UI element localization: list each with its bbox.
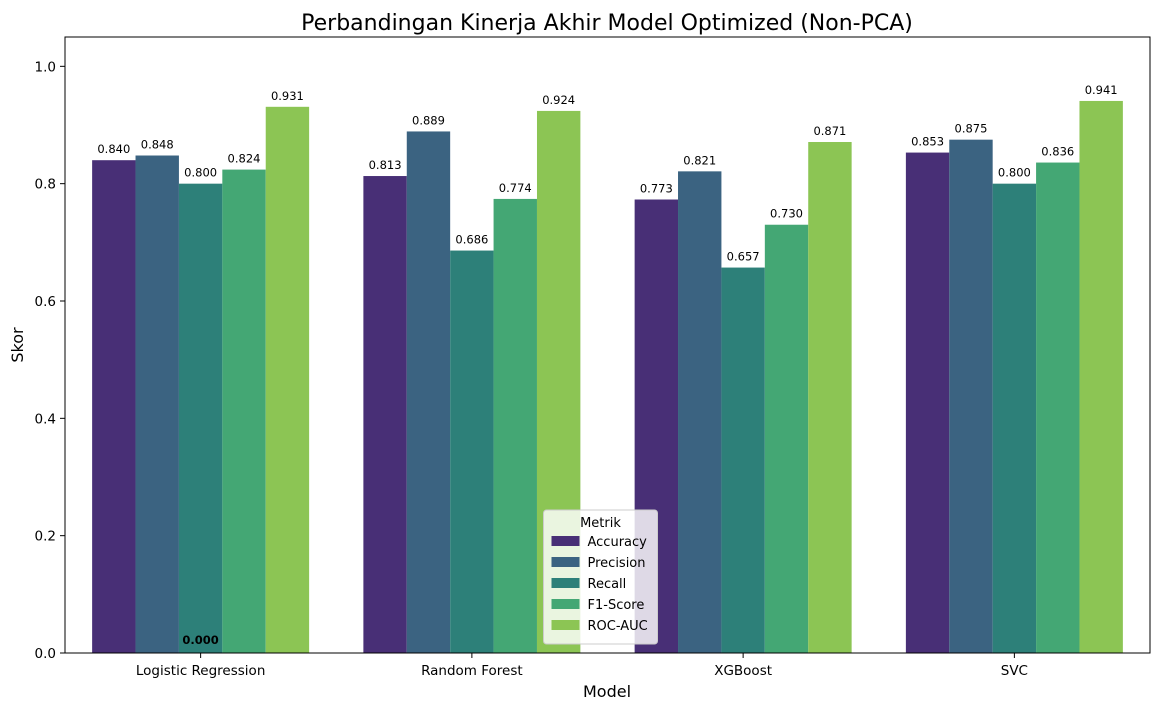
legend-item-label: F1-Score xyxy=(588,598,645,613)
data-label: 0.813 xyxy=(369,158,402,172)
axis-ticks: 0.0 0.2 0.4 0.6 0.8 1.0 Logistic Regression Ran… xyxy=(35,59,1028,679)
legend-item-label: Accuracy xyxy=(588,535,648,550)
bar-logistic-regression-precision xyxy=(135,155,179,653)
legend-swatch xyxy=(551,578,580,588)
data-label: 0.800 xyxy=(184,166,217,180)
bar-logistic-regression-roc-auc xyxy=(265,106,310,653)
x-tick-label: Random Forest xyxy=(421,663,523,679)
bar-labels: 0.840 0.848 0.800 0.824 0.931 0.813 0.889 0.686… xyxy=(97,83,1117,647)
bar-logistic-regression-recall xyxy=(178,183,223,654)
data-label: 0.824 xyxy=(228,152,261,166)
bar-xgboost-f1-score xyxy=(764,224,809,654)
data-label: 0.800 xyxy=(998,166,1031,180)
y-tick-label: 0.8 xyxy=(35,177,56,193)
data-label: 0.848 xyxy=(141,138,174,152)
legend-title: Metrik xyxy=(580,516,621,531)
data-label: 0.924 xyxy=(542,93,575,107)
data-label: 0.657 xyxy=(727,250,760,264)
data-label: 0.686 xyxy=(455,233,488,247)
legend: Metrik Accuracy Precision Recall F1-Score ROC… xyxy=(543,509,658,645)
data-label: 0.875 xyxy=(955,122,988,136)
bar-random-forest-f1-score xyxy=(493,198,537,654)
data-label: 0.840 xyxy=(97,142,130,156)
chart-title: Perbandingan Kinerja Akhir Model Optimiz… xyxy=(301,11,913,36)
y-tick-label: 0.0 xyxy=(35,646,56,662)
legend-swatch xyxy=(551,557,580,567)
data-label: 0.730 xyxy=(770,207,803,221)
bar-logistic-regression-f1-score xyxy=(222,169,266,653)
y-tick-label: 0.6 xyxy=(35,294,56,310)
bar-svc-precision xyxy=(949,139,993,654)
legend-item-label: Recall xyxy=(588,577,627,592)
legend-swatch xyxy=(551,599,580,609)
annotation-label: 0.000 xyxy=(182,633,218,647)
y-tick-label: 0.2 xyxy=(35,529,56,545)
bar-xgboost-precision xyxy=(678,171,722,653)
bar-svc-roc-auc xyxy=(1079,100,1123,653)
bar-xgboost-recall xyxy=(721,267,765,653)
bar-svc-accuracy xyxy=(905,152,950,653)
plot-frame xyxy=(64,36,1151,654)
bar-svc-recall xyxy=(992,183,1037,654)
y-tick-label: 1.0 xyxy=(35,59,56,75)
y-tick-label: 0.4 xyxy=(35,411,56,427)
bars xyxy=(92,100,1123,654)
bar-xgboost-roc-auc xyxy=(808,142,852,653)
data-label: 0.941 xyxy=(1085,83,1118,97)
data-label: 0.836 xyxy=(1041,145,1074,159)
x-tick-label: XGBoost xyxy=(714,663,772,679)
data-label: 0.871 xyxy=(813,124,846,138)
bar-random-forest-recall xyxy=(450,250,494,654)
x-tick-label: Logistic Regression xyxy=(136,663,266,679)
legend-swatch xyxy=(551,620,580,630)
legend-item-label: Precision xyxy=(588,556,646,571)
bar-random-forest-precision xyxy=(406,131,451,653)
data-label: 0.889 xyxy=(412,113,445,127)
bar-logistic-regression-accuracy xyxy=(92,160,136,653)
y-axis-label: Skor xyxy=(8,327,27,363)
bar-svc-f1-score xyxy=(1036,162,1080,654)
data-label: 0.931 xyxy=(271,89,304,103)
legend-item-label: ROC-AUC xyxy=(588,619,648,634)
x-axis-label: Model xyxy=(583,682,631,701)
data-label: 0.853 xyxy=(911,135,944,149)
bar-random-forest-accuracy xyxy=(363,176,407,654)
x-tick-label: SVC xyxy=(1001,663,1028,679)
data-label: 0.773 xyxy=(640,182,673,196)
data-label: 0.774 xyxy=(499,181,532,195)
legend-swatch xyxy=(551,536,580,546)
data-label: 0.821 xyxy=(683,153,716,167)
